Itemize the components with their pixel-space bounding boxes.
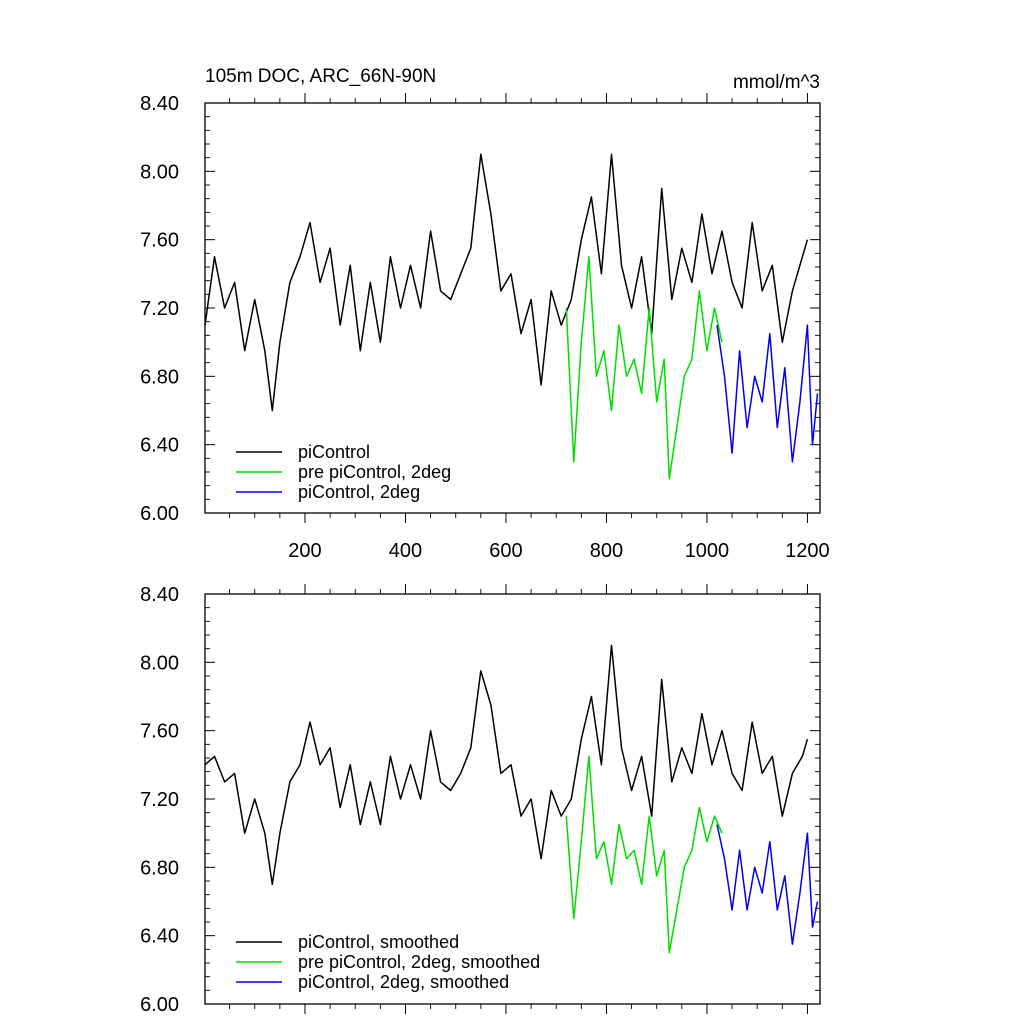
bottom-panel: 6.00 6.40 6.80 7.20 7.60 8.00 8.40 piControl, … [140,584,821,1016]
bottom-series [204,644,819,954]
legend-label: piControl, smoothed [298,932,459,952]
legend-label: piControl [298,442,370,462]
series-line-1 [565,755,723,954]
y-tick-label: 7.60 [140,230,179,252]
y-tick-label: 8.40 [140,93,179,115]
legend-label: pre piControl, 2deg, smoothed [298,952,540,972]
series-line-0 [204,153,809,412]
y-tick-label: 8.00 [140,161,179,183]
chart-title: 105m DOC, ARC_66N-90N [205,66,436,87]
series-line-2 [716,324,819,463]
bottom-axes: 6.00 6.40 6.80 7.20 7.60 8.00 8.40 [140,584,821,1016]
series-line-0 [204,644,809,886]
y-tick-label: 7.60 [140,721,179,743]
legend-label: piControl, 2deg [298,482,420,502]
top-panel: 105m DOC, ARC_66N-90N mmol/m^3 6.006.406… [140,66,830,562]
y-tick-label: 6.00 [140,994,179,1016]
top-series [204,153,819,480]
top-axes: 6.00 6.40 6.80 7.20 7.60 8.00 8.40 200 400 600 800… [140,93,830,562]
y-tick-label: 7.20 [140,298,179,320]
y-tick-label: 8.00 [140,652,179,674]
legend-label: piControl, 2deg, smoothed [298,972,509,992]
y-tick-label: 6.40 [140,435,179,457]
y-tick-label: 6.00 [140,503,179,525]
y-tick-label: 8.40 [140,584,179,606]
series-line-2 [716,824,819,945]
y-tick-label: 6.80 [140,857,179,879]
series-line-1 [565,256,723,480]
y-tick-label: 7.20 [140,789,179,811]
x-tick-label: 200 [288,540,321,562]
x-tick-label: 800 [590,540,623,562]
x-tick-label: 1200 [785,540,830,562]
units-label: mmol/m^3 [733,72,820,93]
y-tick-label: 6.80 [140,366,179,388]
x-tick-label: 600 [489,540,522,562]
x-tick-label: 1000 [685,540,730,562]
x-tick-label: 400 [389,540,422,562]
y-tick-label: 6.40 [140,926,179,948]
legend-label: pre piControl, 2deg [298,462,451,482]
